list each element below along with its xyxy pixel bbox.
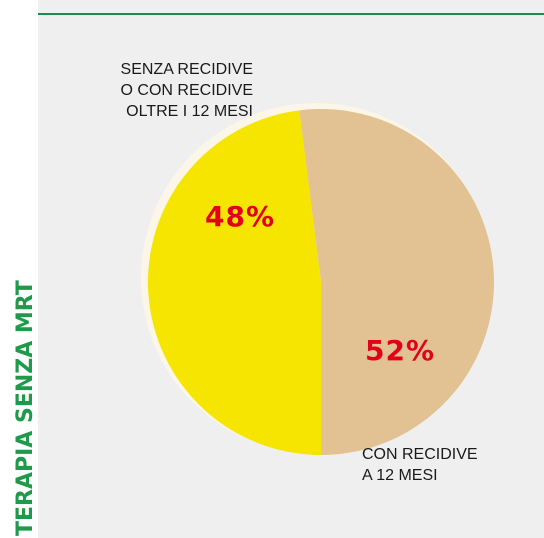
category-label: CON RECIDIVE xyxy=(362,446,478,463)
pie-slice xyxy=(147,110,321,455)
category-label: O CON RECIDIVE xyxy=(121,82,253,99)
category-label: OLTRE I 12 MESI xyxy=(126,103,253,120)
category-label: SENZA RECIDIVE xyxy=(121,61,253,78)
side-title: TERAPIA SENZA MRT xyxy=(13,280,38,536)
category-label: A 12 MESI xyxy=(362,467,438,484)
value-label: 52% xyxy=(365,334,435,367)
pie-slice xyxy=(299,109,494,455)
value-label: 48% xyxy=(205,200,275,233)
